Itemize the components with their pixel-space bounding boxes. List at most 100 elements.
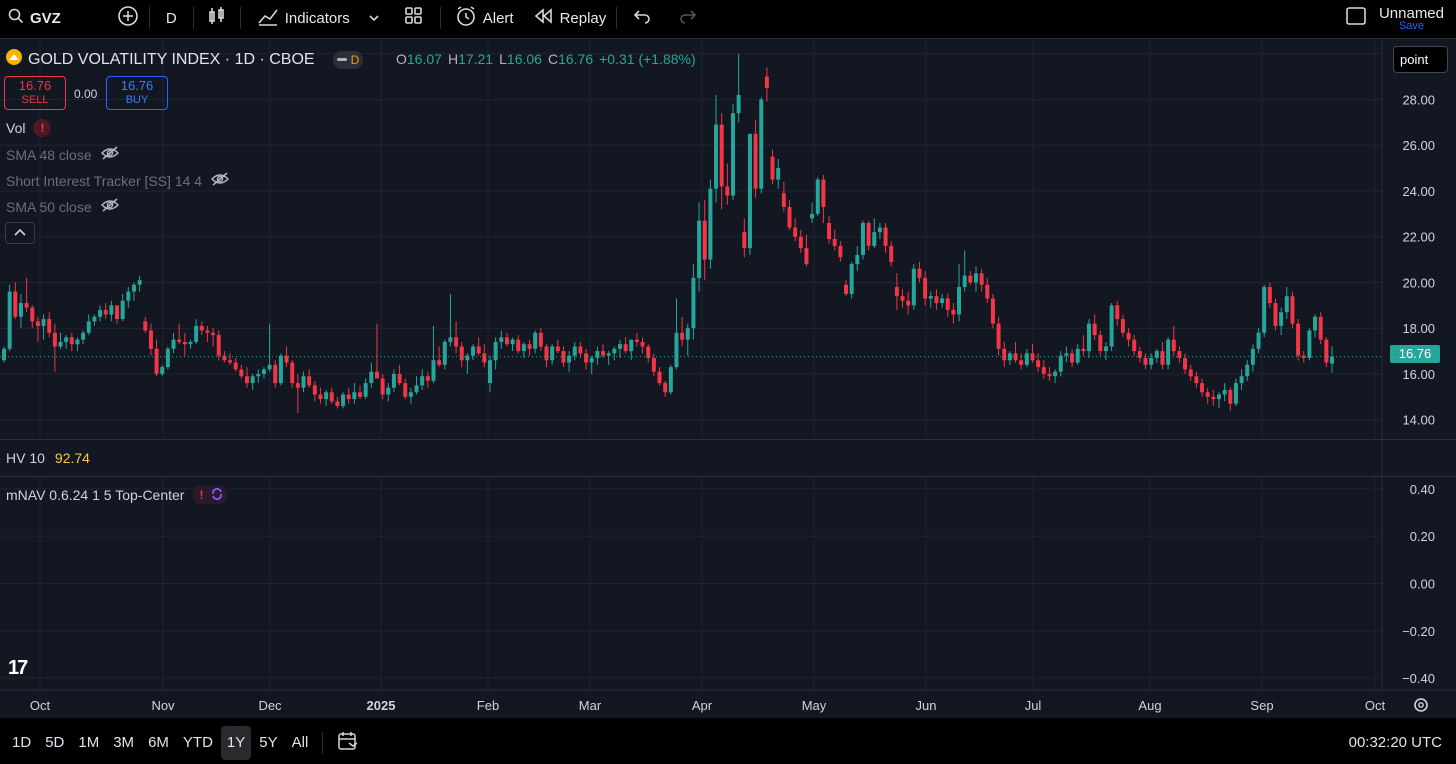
symbol-legend[interactable]: GOLD VOLATILITY INDEX · 1D · CBOE D bbox=[6, 49, 364, 70]
candle-body bbox=[1058, 355, 1063, 372]
candle-body bbox=[714, 124, 719, 189]
candle-body bbox=[606, 353, 611, 356]
range-button[interactable]: 6M bbox=[148, 734, 169, 751]
candle-body bbox=[431, 360, 436, 381]
replay-button[interactable]: Replay bbox=[526, 0, 615, 36]
collapse-legend-button[interactable] bbox=[5, 222, 35, 244]
sell-button[interactable]: 16.76 SELL bbox=[4, 76, 66, 110]
candle-body bbox=[408, 392, 413, 397]
range-button[interactable]: 1M bbox=[78, 734, 100, 751]
candle-body bbox=[273, 364, 278, 384]
pane-separator[interactable] bbox=[0, 476, 1456, 477]
candle-body bbox=[691, 277, 696, 329]
candle-body bbox=[668, 367, 673, 393]
layouts-button[interactable] bbox=[390, 0, 438, 36]
indicator-sma48-label: SMA 48 close bbox=[6, 146, 92, 163]
candle-body bbox=[680, 332, 685, 340]
interval-button[interactable]: D bbox=[152, 0, 191, 36]
candle-body bbox=[595, 351, 600, 358]
range-buttons: 1D 5D 1M 3M 6M YTD 1Y 5Y All bbox=[0, 726, 314, 760]
indicator-vol[interactable]: Vol ! bbox=[6, 119, 52, 137]
candle-body bbox=[1228, 389, 1233, 404]
candle-body bbox=[386, 387, 391, 395]
candle-body bbox=[990, 298, 995, 324]
x-axis-tick-label: Apr bbox=[692, 698, 713, 713]
candle-body bbox=[81, 332, 86, 340]
layout-name-button[interactable]: Unnamed Save bbox=[1379, 5, 1456, 32]
redo-button[interactable] bbox=[665, 0, 711, 36]
eye-hidden-icon[interactable] bbox=[100, 197, 120, 216]
hv-pane-legend[interactable]: HV 10 92.74 bbox=[6, 450, 90, 466]
candle-body bbox=[459, 346, 464, 361]
sell-price: 16.76 bbox=[18, 78, 52, 93]
range-button[interactable]: 5D bbox=[45, 734, 65, 751]
candle-body bbox=[1036, 360, 1041, 368]
range-button[interactable]: 1Y bbox=[220, 726, 252, 760]
indicators-dropdown[interactable] bbox=[356, 0, 390, 36]
candle-body bbox=[1166, 339, 1171, 365]
candle-body bbox=[471, 346, 476, 356]
candle-body bbox=[533, 332, 538, 349]
error-icon[interactable]: ! bbox=[33, 119, 52, 137]
high-key: H bbox=[447, 51, 459, 67]
save-link[interactable]: Save bbox=[1398, 19, 1425, 32]
gear-hub bbox=[1418, 702, 1424, 708]
candle-body bbox=[420, 376, 425, 386]
candle-body bbox=[126, 291, 131, 301]
x-axis-tick-label: Jun bbox=[916, 698, 937, 713]
candle-body bbox=[1075, 348, 1080, 363]
symbol-search-button[interactable]: GVZ bbox=[0, 0, 69, 36]
close-value: 16.76 bbox=[558, 51, 594, 67]
candle-body bbox=[1205, 392, 1210, 397]
x-axis-tick-label: Feb bbox=[477, 698, 499, 713]
undo-button[interactable] bbox=[619, 0, 665, 36]
indicator-short-interest[interactable]: Short Interest Tracker [SS] 14 4 bbox=[6, 171, 230, 190]
mnav-pane-legend[interactable]: mNAV 0.6.24 1 5 Top-Center ! bbox=[6, 486, 229, 504]
eye-hidden-icon[interactable] bbox=[100, 145, 120, 164]
loading-icon bbox=[210, 487, 224, 504]
candle-body bbox=[137, 280, 142, 285]
layout-checkbox[interactable] bbox=[1333, 0, 1379, 36]
indicator-sma48[interactable]: SMA 48 close bbox=[6, 145, 120, 164]
candle-body bbox=[1301, 355, 1306, 358]
compare-button[interactable] bbox=[109, 0, 147, 36]
range-button[interactable]: 3M bbox=[113, 734, 135, 751]
candle-body bbox=[742, 232, 747, 249]
candle-body bbox=[318, 394, 323, 400]
date-range-button[interactable] bbox=[331, 730, 365, 756]
candle-body bbox=[1087, 323, 1092, 352]
y-axis-tick-label: 28.00 bbox=[1402, 92, 1435, 107]
indicators-button[interactable]: Indicators bbox=[243, 0, 356, 36]
chevron-down-icon bbox=[368, 10, 380, 27]
candle-body bbox=[985, 284, 990, 299]
range-button[interactable]: YTD bbox=[182, 734, 213, 751]
x-axis-tick-label: May bbox=[802, 698, 827, 713]
indicator-sma50[interactable]: SMA 50 close bbox=[6, 197, 120, 216]
session-badge[interactable]: D bbox=[332, 50, 364, 69]
settings-gear-icon[interactable] bbox=[1414, 698, 1428, 712]
hv-value: 92.74 bbox=[54, 450, 90, 466]
spread-value: 0.00 bbox=[74, 87, 98, 101]
price-scale-mode-field[interactable]: point bbox=[1393, 46, 1448, 73]
utc-clock[interactable]: 00:32:20 UTC bbox=[1348, 734, 1442, 751]
chart-type-button[interactable] bbox=[196, 0, 238, 36]
alert-button[interactable]: Alert bbox=[443, 0, 526, 36]
candle-body bbox=[584, 353, 589, 363]
candle-body bbox=[855, 255, 860, 265]
candle-body bbox=[923, 277, 928, 299]
buy-button[interactable]: 16.76 BUY bbox=[106, 76, 168, 110]
range-button[interactable]: 5Y bbox=[259, 734, 278, 751]
tradingview-logo[interactable]: 17 bbox=[8, 657, 28, 679]
candle-body bbox=[1296, 323, 1301, 356]
mnav-status[interactable]: ! bbox=[192, 486, 229, 504]
chart-canvas[interactable]: Oct Nov Dec 2025 Feb Mar Apr May Jun Jul Aug Sep Oct… bbox=[0, 0, 1456, 722]
pane-separator[interactable] bbox=[0, 439, 1456, 440]
calendar-icon bbox=[337, 732, 359, 756]
candle-body bbox=[171, 339, 176, 349]
candle-body bbox=[476, 346, 481, 354]
eye-hidden-icon[interactable] bbox=[210, 171, 230, 190]
range-button[interactable]: All bbox=[291, 734, 309, 751]
range-button[interactable]: 1D bbox=[12, 734, 32, 751]
candle-body bbox=[92, 316, 97, 322]
candle-body bbox=[844, 284, 849, 294]
